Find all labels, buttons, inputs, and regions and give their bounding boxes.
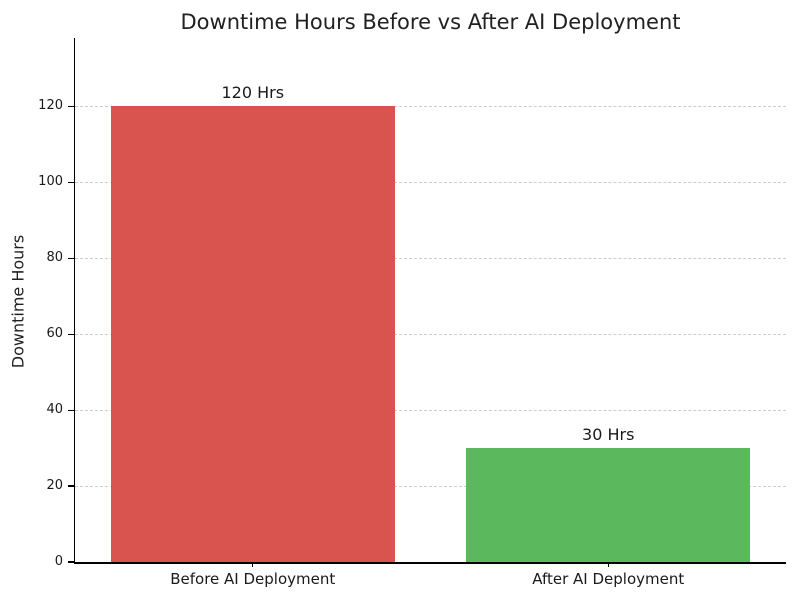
bar-value-label: 30 Hrs	[582, 425, 635, 445]
y-tick-label: 100	[38, 174, 63, 190]
y-gridline	[75, 486, 786, 488]
y-tick-label: 20	[46, 478, 63, 494]
y-gridline	[75, 106, 786, 108]
y-tick-label: 120	[38, 98, 63, 114]
y-tick-mark	[67, 105, 74, 107]
y-tick-label: 80	[46, 250, 63, 266]
y-tick-label: 60	[46, 326, 63, 342]
x-tick-label: After AI Deployment	[532, 570, 685, 588]
bar-after-ai-deployment	[466, 448, 751, 562]
chart-title: Downtime Hours Before vs After AI Deploy…	[180, 10, 681, 34]
x-axis-spine	[73, 562, 786, 564]
bar-before-ai-deployment	[110, 106, 395, 562]
y-tick-label: 40	[46, 402, 63, 418]
y-tick-mark	[67, 561, 74, 563]
y-tick-mark	[67, 257, 74, 259]
plot-area: 0 20 40 60 80 100 120 120 Hrs Before AI Deployme…	[38, 38, 786, 588]
x-tick-mark	[252, 562, 254, 567]
y-axis-spine	[73, 38, 75, 562]
y-gridline	[75, 410, 786, 412]
y-tick-mark	[67, 409, 74, 411]
y-gridline	[75, 182, 786, 184]
y-gridline	[75, 258, 786, 260]
x-tick-mark	[607, 562, 609, 567]
y-tick-mark	[67, 181, 74, 183]
y-axis-label: Downtime Hours	[8, 234, 28, 369]
y-tick-mark	[67, 333, 74, 335]
x-tick-label: Before AI Deployment	[170, 570, 336, 588]
y-tick-label: 0	[54, 554, 63, 569]
bar-value-label: 120 Hrs	[221, 83, 285, 103]
y-gridline	[75, 334, 786, 336]
y-tick-mark	[67, 485, 74, 487]
